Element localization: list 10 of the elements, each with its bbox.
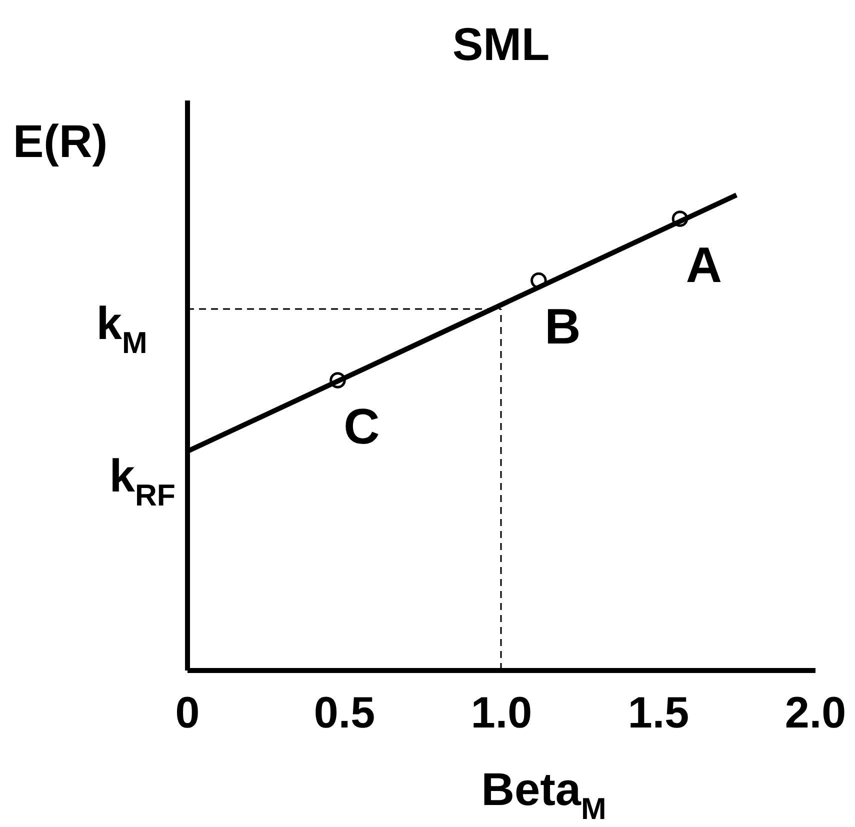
annotation: B [544, 298, 581, 354]
chart-title: SML [452, 18, 550, 70]
x-tick-label: 1.5 [628, 688, 690, 738]
x-tick-label: 0 [175, 688, 200, 738]
x-tick-label: 2.0 [784, 688, 846, 738]
annotation: A [686, 236, 722, 293]
y-axis-title: E(R) [13, 115, 108, 167]
annotation: C [344, 398, 380, 454]
x-tick-label: 1.0 [470, 688, 532, 738]
x-tick-label: 0.5 [314, 688, 376, 738]
